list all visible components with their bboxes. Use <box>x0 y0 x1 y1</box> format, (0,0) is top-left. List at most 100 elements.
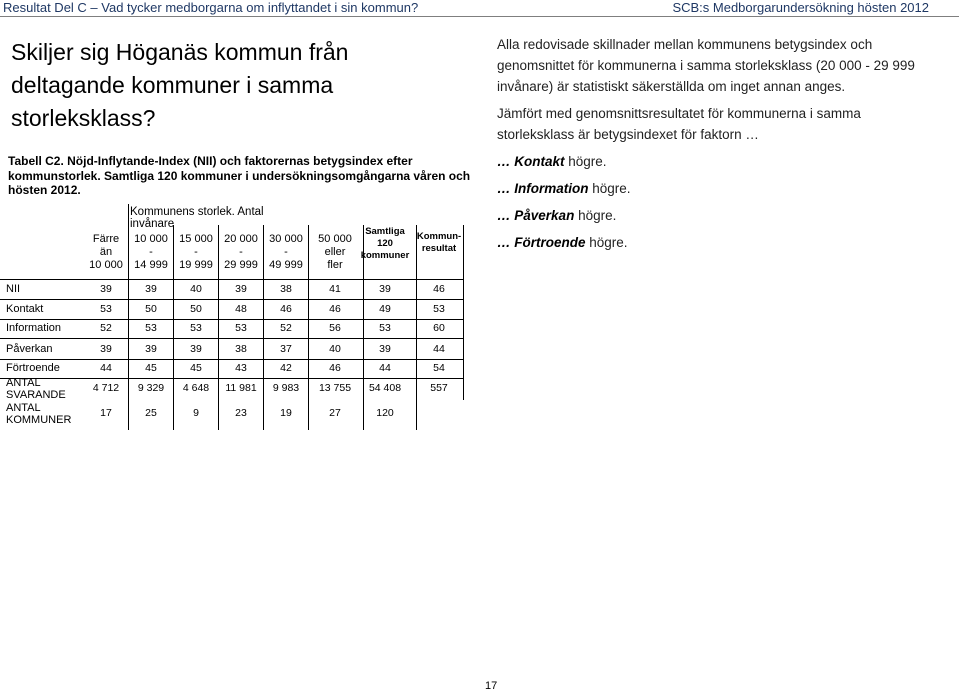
column-header-line: - <box>194 246 198 258</box>
table-caption: Tabell C2. Nöjd-Inflytande-Index (NII) o… <box>8 154 471 197</box>
table-divider <box>0 338 463 339</box>
table-cell: 39 <box>379 283 391 295</box>
summary-text: Alla redovisade skillnader mellan kommun… <box>497 34 927 259</box>
table-cell: 49 <box>379 303 391 315</box>
table-divider <box>263 225 264 430</box>
row-label: ANTAL KOMMUNER <box>6 402 86 426</box>
column-header: 10 000-14 999 <box>119 233 183 272</box>
table-cell: 39 <box>145 343 157 355</box>
table-cell: 39 <box>379 343 391 355</box>
summary-paragraph-1: Alla redovisade skillnader mellan kommun… <box>497 37 915 94</box>
row-label-line: SVARANDE <box>6 389 66 401</box>
column-header: Kommun-resultat <box>407 231 471 255</box>
row-label: Förtroende <box>6 362 60 374</box>
table-divider <box>363 225 364 430</box>
table-divider <box>0 279 463 280</box>
table-cell: 37 <box>280 343 292 355</box>
column-header-line: Färre <box>92 233 120 245</box>
table-cell: 45 <box>190 362 202 374</box>
table-cell: 42 <box>280 362 292 374</box>
page-number: 17 <box>485 680 498 692</box>
column-header-line: - <box>284 246 288 258</box>
table-cell: 19 <box>280 407 292 419</box>
table-cell: 60 <box>433 322 445 334</box>
table-divider <box>128 204 129 430</box>
table-cell: 52 <box>280 322 292 334</box>
column-header-line: 29 999 <box>224 259 258 271</box>
table-divider <box>463 225 464 400</box>
header-right-title: SCB:s Medborgarundersökning hösten 2012 <box>672 0 929 15</box>
row-label: NII <box>6 283 21 295</box>
row-label-line: ANTAL <box>6 402 41 414</box>
header-left-title: Resultat Del C – Vad tycker medborgarna … <box>3 0 419 15</box>
table-divider <box>0 378 463 379</box>
page-title: Skiljer sig Höganäs kommun från deltagan… <box>11 39 349 131</box>
table-divider <box>218 225 219 430</box>
header-divider <box>0 16 959 17</box>
table-cell: 43 <box>235 362 247 374</box>
table-cell: 557 <box>430 382 448 394</box>
column-header: 15 000-19 999 <box>164 233 228 272</box>
row-label: Påverkan <box>6 343 53 355</box>
column-header: Färre än 10 000 <box>74 233 138 272</box>
factor-name: Information <box>514 181 589 196</box>
table-cell: 40 <box>190 283 202 295</box>
table-cell: 44 <box>433 343 445 355</box>
table-cell: 44 <box>100 362 112 374</box>
column-header-line: 30 000 <box>269 233 303 245</box>
table-cell: 54 <box>433 362 445 374</box>
factor-item: … Information högre. <box>497 181 631 196</box>
table-cell: 11 981 <box>225 382 257 394</box>
table-cell: 120 <box>376 407 394 419</box>
table-divider <box>308 225 309 430</box>
table-cell: 25 <box>145 407 157 419</box>
column-header: 50 000 eller fler <box>303 233 367 272</box>
column-header-line: 19 999 <box>179 259 213 271</box>
column-header: Samtliga 120 kommuner <box>353 226 417 262</box>
table-divider <box>173 225 174 430</box>
row-label: ANTAL SVARANDE <box>6 377 86 401</box>
column-header-line: 20 000 <box>224 233 258 245</box>
table-cell: 9 329 <box>137 382 165 394</box>
table-cell: 53 <box>145 322 157 334</box>
table-cell: 48 <box>235 303 247 315</box>
table-cell: 39 <box>100 343 112 355</box>
row-label-line: ANTAL <box>6 377 41 389</box>
table-cell: 53 <box>433 303 445 315</box>
summary-paragraph-2: Jämfört med genomsnittsresultatet för ko… <box>497 106 861 142</box>
table-cell: 17 <box>100 407 112 419</box>
table-divider <box>416 225 417 430</box>
table-cell: 9 <box>193 407 199 419</box>
factor-name: Påverkan <box>514 208 575 223</box>
row-label: Information <box>6 322 62 334</box>
table-cell: 46 <box>329 303 341 315</box>
table-cell: 39 <box>100 283 112 295</box>
table-cell: 46 <box>280 303 292 315</box>
column-header-line: 15 000 <box>179 233 213 245</box>
table-cell: 54 408 <box>368 382 402 394</box>
column-header-line: eller <box>324 246 346 258</box>
column-header-line: fler <box>327 259 343 271</box>
factor-item: … Påverkan högre. <box>497 208 617 223</box>
group-header: Kommunens storlek. Antal invånare <box>130 206 264 230</box>
factor-name: Förtroende <box>514 235 586 250</box>
table-cell: 53 <box>379 322 391 334</box>
column-header-line: 50 000 <box>318 233 352 245</box>
table-cell: 53 <box>235 322 247 334</box>
table-cell: 23 <box>235 407 247 419</box>
table-cell: 4 648 <box>182 382 210 394</box>
table-cell: 38 <box>235 343 247 355</box>
column-header-line: 14 999 <box>134 259 168 271</box>
table-divider <box>128 204 129 226</box>
table-cell: 38 <box>280 283 292 295</box>
factor-name: Kontakt <box>514 154 565 169</box>
table-cell: 50 <box>145 303 157 315</box>
table-cell: 52 <box>100 322 112 334</box>
factor-item: … Förtroende högre. <box>497 235 628 250</box>
column-header: 30 000-49 999 <box>254 233 318 272</box>
table-cell: 46 <box>329 362 341 374</box>
table-cell: 9 983 <box>272 382 300 394</box>
column-header: 20 000-29 999 <box>209 233 273 272</box>
table-cell: 40 <box>329 343 341 355</box>
